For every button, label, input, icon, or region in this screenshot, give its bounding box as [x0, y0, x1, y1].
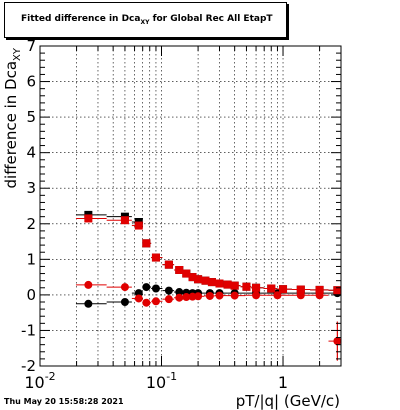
data-point [194, 275, 203, 284]
data-point [175, 288, 184, 297]
data-point [296, 291, 305, 300]
data-point [142, 283, 151, 292]
series-layer [75, 210, 342, 361]
y-tick-label: 0 [26, 286, 36, 304]
data-point [84, 214, 93, 223]
x-tick-label: 10-2 [24, 370, 55, 392]
y-tick-label: 2 [26, 215, 36, 233]
data-point [164, 286, 173, 295]
series-3 [75, 280, 342, 346]
data-point [252, 283, 261, 292]
data-point [315, 285, 324, 294]
data-point [151, 297, 160, 306]
data-point [205, 291, 214, 300]
data-point [230, 281, 239, 290]
data-point [207, 278, 216, 287]
chart-title: Fitted difference in DcaXY for Global Re… [21, 14, 273, 26]
ticks [39, 45, 342, 367]
data-point [134, 294, 143, 303]
data-point [215, 291, 224, 300]
title-box: Fitted difference in DcaXY for Global Re… [4, 2, 287, 38]
y-axis-label-sub: XY [12, 47, 23, 61]
data-point [120, 283, 129, 292]
x-axis-label: pT/|q| (GeV/c) [236, 392, 340, 410]
x-tick-label-exponent: -1 [166, 370, 177, 383]
data-point [273, 291, 282, 300]
y-tick-label: 4 [26, 144, 36, 162]
y-tick-label: 6 [26, 73, 36, 91]
data-point [182, 293, 191, 302]
plot-frame [39, 45, 342, 367]
series-2 [75, 214, 342, 295]
y-tick-label: 3 [26, 179, 36, 197]
title-prefix: Fitted difference in Dca [21, 14, 141, 24]
data-point [201, 276, 210, 285]
x-tick-label: 1 [278, 373, 288, 392]
data-point [230, 291, 239, 300]
data-point [142, 298, 151, 307]
data-point [175, 266, 184, 274]
data-point [151, 284, 160, 293]
data-point [120, 216, 129, 225]
y-tick-label: 7 [26, 37, 36, 55]
title-subscript: XY [140, 18, 150, 26]
datestamp: Thu May 20 15:58:28 2021 [4, 397, 124, 406]
y-tick-label: -2 [21, 357, 36, 375]
data-point [333, 286, 342, 295]
y-axis-label: difference in DcaXY [2, 47, 23, 188]
data-point [182, 269, 191, 278]
title-suffix: for Global Rec All EtapT [149, 14, 273, 24]
data-point [164, 295, 173, 304]
data-point [267, 284, 276, 293]
data-point [279, 285, 288, 294]
tick-labels: -2 -1 0 1 2 3 4 5 6 7 10-2 10-1 1 [21, 37, 288, 392]
y-tick-label: -1 [21, 321, 36, 339]
x-tick-label: 10-1 [146, 370, 177, 392]
y-tick-label: 5 [26, 108, 36, 126]
data-point [84, 299, 93, 308]
y-axis-label-main: difference in Dca [2, 61, 20, 189]
data-point [315, 291, 324, 300]
data-point [242, 282, 251, 291]
data-point [223, 280, 232, 289]
y-tick-label: 1 [26, 250, 36, 268]
x-tick-label-exponent: -2 [45, 370, 56, 383]
data-point [164, 260, 173, 269]
data-point [120, 298, 129, 306]
data-point [252, 291, 261, 300]
data-point [175, 293, 184, 302]
data-point [188, 273, 197, 282]
grid [39, 45, 342, 367]
data-point [84, 280, 93, 289]
data-point [296, 285, 305, 294]
data-point [215, 279, 224, 288]
data-point [194, 292, 203, 301]
data-point [134, 221, 143, 230]
data-point [151, 253, 160, 262]
data-point [142, 239, 151, 248]
